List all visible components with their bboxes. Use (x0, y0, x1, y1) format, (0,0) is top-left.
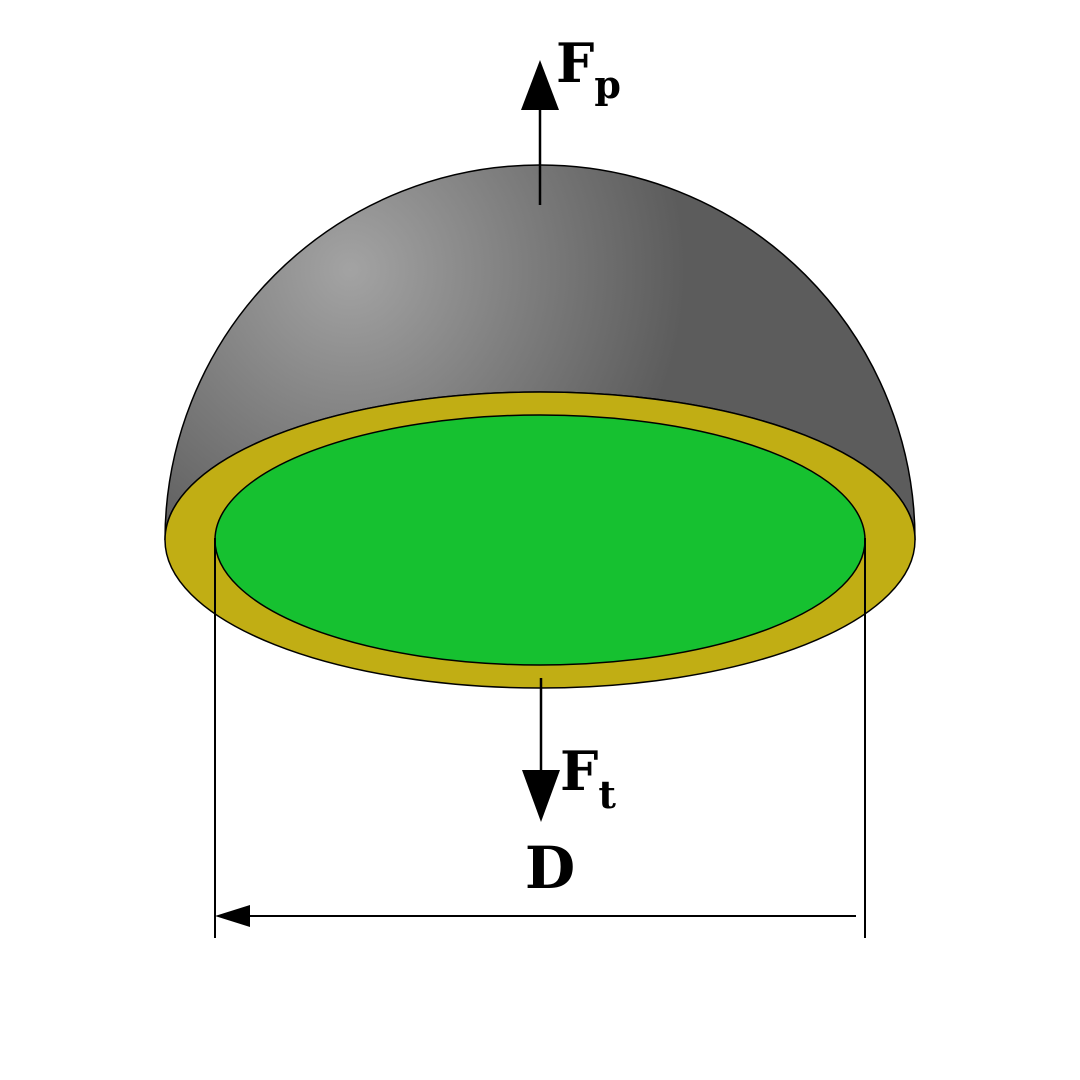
tension-force-arrowhead (522, 770, 560, 822)
diameter-label: D (525, 834, 575, 902)
pressure-force-label: Fp (556, 31, 621, 107)
diameter-arrowhead-left (215, 905, 250, 927)
tension-force-label: Ft (560, 739, 616, 817)
pressure-force-arrowhead (521, 60, 559, 110)
tension-force-label-sub: t (598, 772, 616, 817)
pressure-force-label-main: F (556, 31, 594, 95)
pressure-force-label-sub: p (594, 62, 621, 107)
interior-section (214, 414, 866, 666)
tension-force-label-main: F (560, 739, 598, 803)
